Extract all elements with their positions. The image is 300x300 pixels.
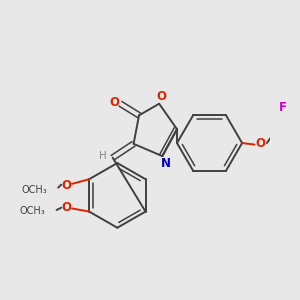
Text: O: O (62, 201, 72, 214)
Text: OCH₃: OCH₃ (22, 185, 47, 195)
Text: O: O (109, 97, 119, 110)
Text: F: F (278, 101, 286, 114)
Text: OCH₃: OCH₃ (20, 206, 46, 216)
Text: F: F (298, 127, 300, 140)
Text: N: N (161, 157, 171, 170)
Text: O: O (157, 90, 166, 103)
Text: H: H (100, 151, 107, 161)
Text: O: O (62, 179, 72, 192)
Text: O: O (256, 137, 266, 150)
